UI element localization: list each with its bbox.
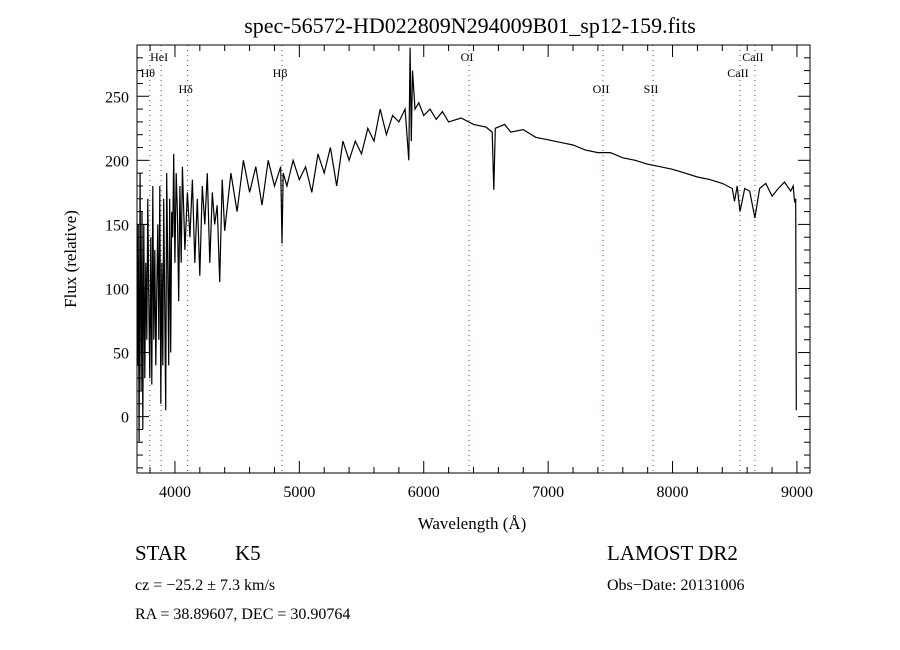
y-tick-label: 50 [113, 346, 129, 363]
object-class: STAR [135, 541, 187, 565]
x-tick-label: 8000 [657, 484, 689, 501]
plot-frame [136, 44, 811, 474]
spectral-line-label: OI [461, 50, 474, 64]
spectral-line-label: CaII [742, 50, 763, 64]
x-tick-label: 4000 [159, 484, 191, 501]
object-subclass: K5 [235, 541, 261, 565]
x-tick-label: 5000 [283, 484, 315, 501]
x-tick-label: 9000 [781, 484, 813, 501]
spectral-line-label: OII [593, 82, 610, 96]
y-tick-label: 0 [121, 410, 129, 427]
y-tick-label: 200 [105, 153, 129, 170]
y-tick-label: 150 [105, 217, 129, 234]
plot-area: Hθ HeI Hδ Hβ OI OII SII CaII CaII 4000 5000 6000 700… [105, 44, 813, 501]
redshift-label: cz = −25.2 ± 7.3 km/s [135, 577, 275, 594]
obs-date-label: Obs−Date: 20131006 [607, 577, 744, 594]
spectral-line-label: Hθ [141, 66, 156, 80]
coordinates-label: RA = 38.89607, DEC = 30.90764 [135, 606, 350, 623]
spectral-line-label: Hδ [178, 82, 193, 96]
x-tick-label: 6000 [408, 484, 440, 501]
spectral-line-label: CaII [727, 66, 748, 80]
spectral-line-label: HeI [150, 50, 168, 64]
spectral-line-label: Hβ [273, 66, 288, 80]
y-tick-label: 100 [105, 281, 129, 298]
y-axis-label: Flux (relative) [61, 210, 80, 308]
chart-title: spec-56572-HD022809N294009B01_sp12-159.f… [244, 13, 696, 38]
survey-label: LAMOST DR2 [607, 541, 738, 565]
spectrum-line [137, 47, 797, 443]
x-axis-label: Wavelength (Å) [418, 514, 527, 533]
spectral-line-label: SII [644, 82, 659, 96]
x-tick-label: 7000 [532, 484, 564, 501]
y-tick-label: 250 [105, 89, 129, 106]
